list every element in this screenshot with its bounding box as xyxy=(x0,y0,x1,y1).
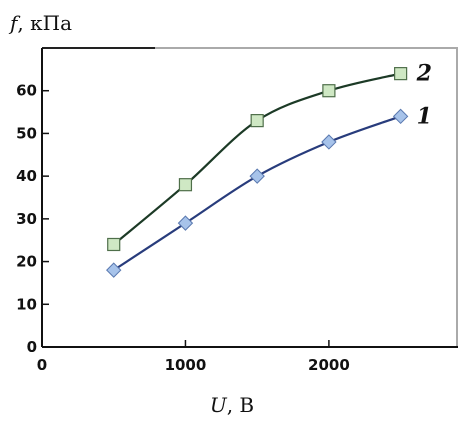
series-2-point xyxy=(322,84,336,98)
series-1-line xyxy=(113,115,401,272)
x-ticks: 0 1000 2000 xyxy=(37,340,350,374)
series-1-point xyxy=(177,215,194,231)
y-tick-label: 40 xyxy=(16,167,37,185)
plot-frame xyxy=(41,47,458,348)
y-tick-label: 50 xyxy=(16,124,37,142)
series-1-label: 1 xyxy=(417,103,432,129)
series-2-line xyxy=(113,72,401,246)
y-tick-label: 30 xyxy=(16,210,37,228)
series-2-label: 2 xyxy=(416,61,432,87)
series-1-point xyxy=(321,134,337,150)
series-1-point xyxy=(106,262,122,278)
series-2-point xyxy=(250,114,264,128)
x-axis-unit: , В xyxy=(227,393,254,417)
series-2-point xyxy=(394,67,408,81)
series-2-point xyxy=(178,178,193,192)
y-tick-label: 60 xyxy=(16,82,37,100)
x-axis-symbol: U xyxy=(210,393,228,417)
series-1-point xyxy=(392,108,409,125)
series-1-point xyxy=(249,168,265,184)
y-axis-unit: , кПа xyxy=(17,11,72,35)
x-tick-label: 0 xyxy=(37,356,47,374)
y-tick-label: 10 xyxy=(16,295,37,313)
y-tick-label: 20 xyxy=(16,253,37,271)
y-ticks: 0 10 20 30 40 50 60 xyxy=(16,82,49,356)
series-2-point xyxy=(107,237,121,252)
y-tick-label: 0 xyxy=(27,338,37,356)
x-tick-label: 1000 xyxy=(165,356,207,374)
x-tick-label: 2000 xyxy=(308,356,350,374)
series-layer: 12 xyxy=(106,61,432,278)
x-axis-title: U, В xyxy=(210,393,254,417)
y-axis-title: f, кПа xyxy=(8,11,72,35)
